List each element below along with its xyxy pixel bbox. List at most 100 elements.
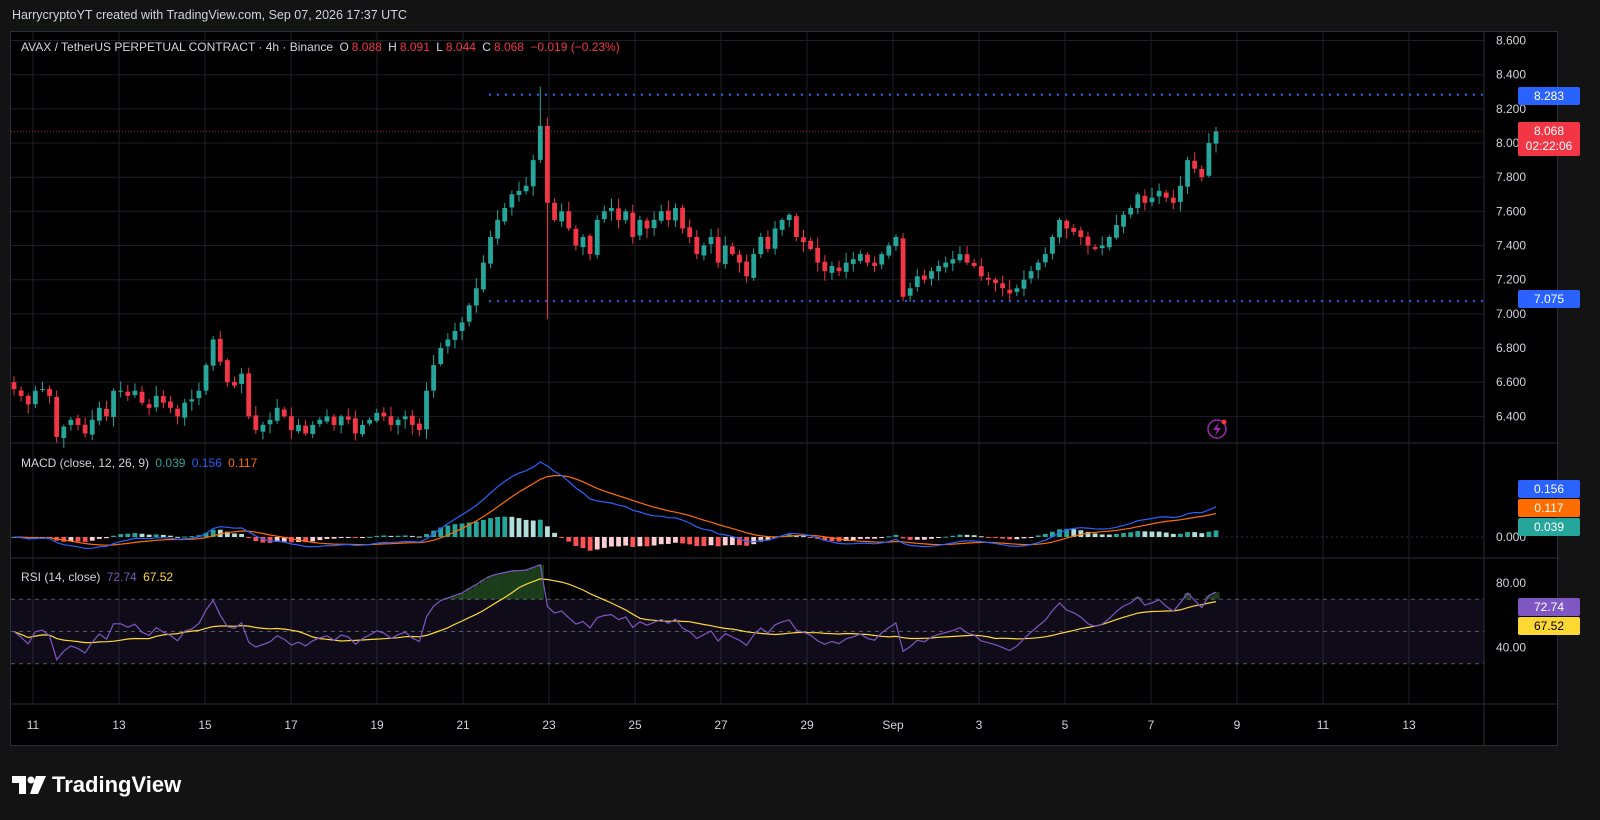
macd-histogram-bar <box>957 534 963 537</box>
macd-histogram-bar <box>203 532 209 537</box>
macd-histogram-bar <box>232 533 237 537</box>
candle-up <box>1206 143 1212 176</box>
tradingview-logo[interactable]: TradingView <box>12 772 181 798</box>
macd-histogram-bar <box>914 537 920 540</box>
macd-histogram-bar <box>1007 537 1013 540</box>
rsi-label: RSI (14, close) <box>21 570 101 584</box>
rsi-overbought-fill <box>529 567 537 600</box>
candle-up <box>1028 271 1034 279</box>
macd-histogram-bar <box>75 537 81 542</box>
candle-down <box>793 216 799 237</box>
candle-up <box>943 262 949 268</box>
candle-up <box>32 390 38 405</box>
time-axis-label: 13 <box>1402 718 1416 732</box>
macd-histogram-bar <box>1135 531 1141 537</box>
candle-down <box>352 418 358 434</box>
candle-down <box>75 418 81 425</box>
rsi-overbought-fill <box>1183 593 1192 600</box>
candle-up <box>132 390 138 395</box>
candle-down <box>168 401 173 408</box>
macd-histogram-bar <box>843 537 849 541</box>
candle-up <box>267 419 273 425</box>
flash-icon-bolt <box>1213 422 1221 436</box>
candle-up <box>1014 288 1020 292</box>
rsi-tick-label: 80.00 <box>1496 576 1526 590</box>
macd-histogram-bar <box>459 523 465 537</box>
macd-histogram-bar <box>801 536 806 538</box>
candle-down <box>665 210 671 220</box>
macd-histogram-bar <box>488 518 493 537</box>
macd-histogram-bar <box>360 537 365 538</box>
candle-down <box>630 212 636 237</box>
macd-histogram-bar <box>367 536 373 538</box>
macd-histogram-bar <box>246 537 252 538</box>
candle-up <box>239 373 244 384</box>
candle-up <box>722 245 728 265</box>
candle-down <box>175 408 180 417</box>
flash-icon-dot <box>1221 419 1227 425</box>
macd-histogram-bar <box>872 537 878 539</box>
rsi-overbought-fill <box>1134 597 1142 600</box>
candle-down <box>253 415 259 431</box>
candle-down <box>587 235 593 255</box>
macd-histogram-bar <box>96 537 102 539</box>
macd-histogram-bar <box>751 537 757 545</box>
macd-histogram-bar <box>210 529 216 537</box>
candle-up <box>210 339 216 366</box>
rsi-overbought-fill <box>472 584 480 600</box>
macd-histogram-bar <box>260 537 266 543</box>
candle-up <box>1106 237 1112 248</box>
candle-up <box>96 407 102 421</box>
macd-histogram-bar <box>808 537 813 538</box>
macd-histogram-bar <box>1213 530 1219 537</box>
candle-up <box>758 237 764 255</box>
price-tick-label: 7.200 <box>1496 273 1526 287</box>
macd-histogram-bar <box>274 537 280 542</box>
candle-up <box>452 330 458 340</box>
macd-histogram-bar <box>1106 534 1112 537</box>
candle-up <box>936 266 942 272</box>
macd-histogram-bar <box>146 534 152 537</box>
macd-histogram-bar <box>1142 531 1148 537</box>
candle-up <box>772 228 778 249</box>
candle-down <box>146 404 152 408</box>
macd-histogram-bar <box>281 537 287 542</box>
candle-down <box>872 262 878 267</box>
time-axis-label: 11 <box>27 718 40 732</box>
macd-histogram-bar <box>616 537 621 547</box>
macd-histogram-bar <box>352 537 358 538</box>
macd-histogram-bar <box>111 535 116 537</box>
rsi-legend: RSI (14, close) 72.74 67.52 <box>21 570 176 584</box>
open-label: O <box>339 40 349 54</box>
macd-histogram-bar <box>857 537 863 539</box>
macd-histogram-bar <box>68 537 74 542</box>
rsi-value: 72.74 <box>106 570 137 584</box>
candle-down <box>104 409 109 417</box>
macd-histogram-bar <box>196 535 202 537</box>
macd-histogram-bar <box>594 537 600 550</box>
time-axis-label: 11 <box>1317 718 1330 732</box>
candle-down <box>1142 195 1148 203</box>
candle-down <box>566 211 572 229</box>
macd-histogram-bar <box>160 534 166 537</box>
candle-up <box>594 219 600 255</box>
candle-down <box>1071 228 1077 232</box>
macd-histogram-bar <box>1170 533 1176 537</box>
chart-canvas[interactable]: 8.6008.4008.2008.0007.8007.6007.4007.200… <box>11 32 1559 747</box>
candle-up <box>395 419 401 426</box>
candle-down <box>1199 169 1205 178</box>
candle-up <box>495 219 501 239</box>
macd-histogram-bar <box>1078 530 1084 537</box>
macd-histogram-bar <box>978 536 984 538</box>
macd-histogram-bar <box>466 522 472 537</box>
chart-area[interactable]: 8.600 8.400 8.200 8.000 7.800 7.600 7.400 7.200… <box>10 31 1559 747</box>
high-label: H <box>388 40 397 54</box>
macd-histogram-bar <box>424 534 429 537</box>
candle-up <box>1021 279 1027 289</box>
rsi-overbought-fill <box>1205 595 1213 600</box>
macd-histogram-bar <box>986 537 991 538</box>
rsi-value-tag: 72.74 <box>1518 598 1580 616</box>
rsi-overbought-fill <box>479 579 487 600</box>
macd-histogram-bar <box>722 537 728 546</box>
macd-histogram-bar <box>993 537 998 538</box>
